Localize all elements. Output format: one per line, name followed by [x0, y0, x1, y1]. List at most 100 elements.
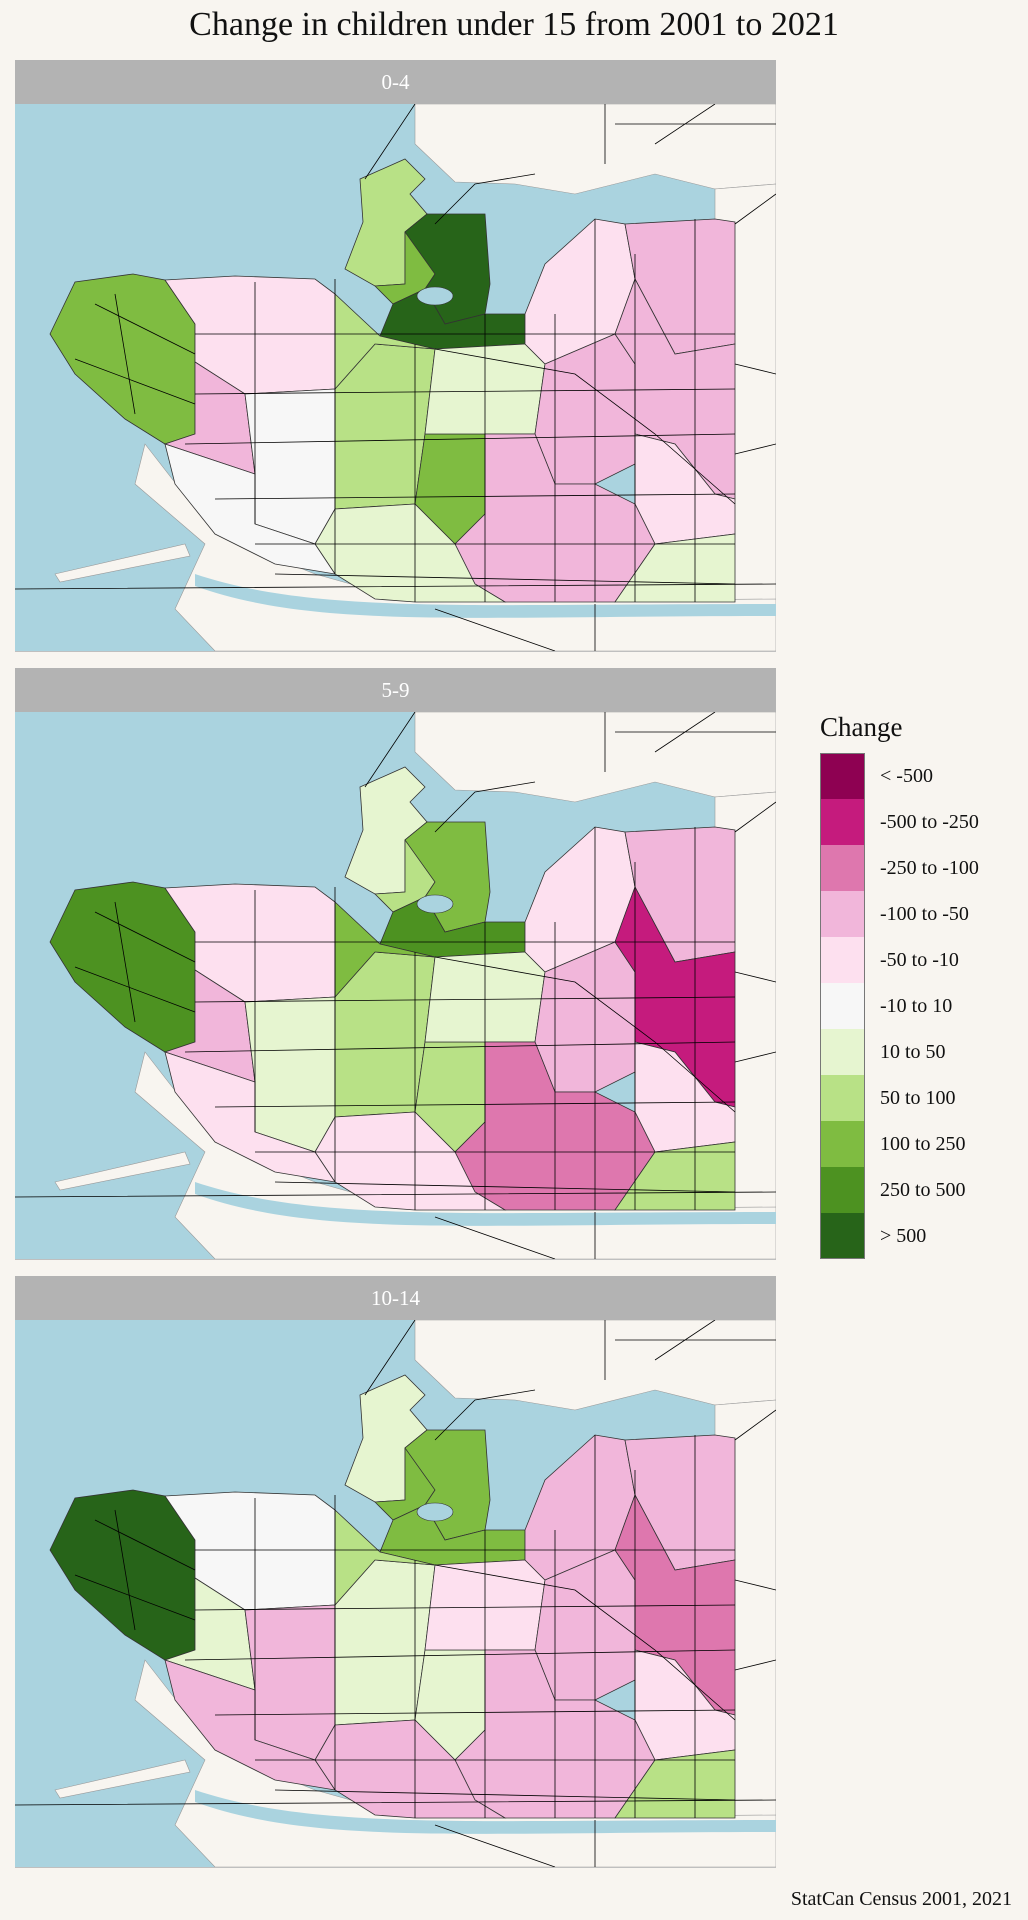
facet-strip-label: 10-14	[15, 1276, 776, 1320]
legend-swatch	[820, 1167, 865, 1213]
region-kerrisdale	[244, 1604, 336, 1761]
road-line	[214, 1101, 736, 1108]
north-shore-land	[414, 1320, 776, 1411]
legend-label: 250 to 500	[880, 1178, 966, 1201]
road-line	[15, 583, 776, 651]
legend-label: -100 to -50	[880, 902, 969, 925]
legend-swatch	[820, 937, 865, 983]
road-line	[274, 1181, 736, 1193]
fraser-river	[195, 1790, 776, 1834]
road-line	[15, 1191, 776, 1259]
legend-label: -10 to 10	[880, 994, 953, 1017]
road-line	[274, 573, 736, 585]
road-network	[15, 1320, 776, 1867]
road-line	[184, 1649, 736, 1661]
road-line	[184, 1041, 736, 1053]
legend-swatch	[820, 1029, 865, 1075]
legend-item: -100 to -50	[820, 891, 979, 937]
census-tract-regions	[49, 766, 736, 1211]
road-line	[604, 712, 776, 772]
choropleth-map	[15, 104, 776, 651]
road-line	[74, 293, 196, 415]
legend-label: 10 to 50	[880, 1040, 946, 1063]
road-line	[74, 1509, 196, 1631]
region-southlands	[164, 1051, 336, 1183]
road-line	[604, 1320, 776, 1380]
legend-item: -50 to -10	[820, 937, 979, 983]
legend-item: -10 to 10	[820, 983, 979, 1029]
legend-label: 50 to 100	[880, 1086, 956, 1109]
legend-swatch	[820, 1213, 865, 1259]
facet-map	[15, 1320, 776, 1868]
region-kerrisdale	[244, 388, 336, 545]
source-caption: StatCan Census 2001, 2021	[790, 1888, 1012, 1910]
jetty-land	[54, 1151, 191, 1191]
region-southlands	[164, 1659, 336, 1791]
road-line	[214, 1709, 736, 1716]
road-line	[74, 901, 196, 1023]
facet-panel-0-4: 0-4	[15, 60, 776, 652]
facet-map	[15, 712, 776, 1260]
road-line	[434, 956, 736, 1113]
jetty-land	[54, 1759, 191, 1799]
legend-swatch	[820, 983, 865, 1029]
legend-item: 50 to 100	[820, 1075, 979, 1121]
road-line	[734, 801, 776, 1063]
road-line	[434, 1564, 736, 1721]
legend-swatch	[820, 891, 865, 937]
road-network	[15, 104, 776, 651]
road-line	[364, 1320, 536, 1441]
legend-swatch	[820, 753, 865, 799]
road-line	[274, 1789, 736, 1801]
legend-item: -500 to -250	[820, 799, 979, 845]
road-line	[364, 712, 536, 833]
legend-label: 100 to 250	[880, 1132, 966, 1155]
lost-lagoon	[416, 1502, 454, 1522]
legend-swatch	[820, 1121, 865, 1167]
facet-panel-5-9: 5-9	[15, 668, 776, 1260]
fraser-river	[195, 1182, 776, 1226]
chart-title: Change in children under 15 from 2001 to…	[189, 6, 839, 43]
road-line	[194, 996, 736, 1003]
north-shore-land	[414, 104, 776, 195]
legend-item: 250 to 500	[820, 1167, 979, 1213]
legend-label: < -500	[880, 764, 933, 787]
road-line	[734, 193, 776, 455]
legend-label: -250 to -100	[880, 856, 979, 879]
north-shore-land	[414, 712, 776, 803]
road-line	[194, 1604, 736, 1611]
legend-item: 100 to 250	[820, 1121, 979, 1167]
road-line	[184, 433, 736, 445]
road-line	[364, 104, 536, 225]
jetty-land	[54, 543, 191, 583]
road-line	[214, 493, 736, 500]
lost-lagoon	[416, 286, 454, 306]
region-kerrisdale	[244, 996, 336, 1153]
facet-strip-label: 0-4	[15, 60, 776, 104]
facet-strip-label: 5-9	[15, 668, 776, 712]
legend-item: > 500	[820, 1213, 979, 1259]
fraser-river	[195, 574, 776, 618]
choropleth-map	[15, 1320, 776, 1867]
facet-map	[15, 104, 776, 652]
region-southlands	[164, 443, 336, 575]
legend-label: -500 to -250	[880, 810, 979, 833]
legend-swatch	[820, 1075, 865, 1121]
legend-swatch	[820, 799, 865, 845]
road-line	[194, 388, 736, 395]
legend-label: > 500	[880, 1224, 927, 1247]
road-line	[734, 1409, 776, 1671]
legend: Change < -500 -500 to -250 -250 to -100 -10…	[820, 712, 979, 1259]
road-network	[15, 712, 776, 1259]
census-tract-regions	[49, 158, 736, 603]
legend-item: 10 to 50	[820, 1029, 979, 1075]
legend-title: Change	[820, 712, 903, 742]
facet-panel-10-14: 10-14	[15, 1276, 776, 1868]
legend-swatch	[820, 845, 865, 891]
legend-item: < -500	[820, 753, 979, 799]
lost-lagoon	[416, 894, 454, 914]
legend-item: -250 to -100	[820, 845, 979, 891]
road-line	[604, 104, 776, 164]
road-line	[434, 348, 736, 505]
legend-label: -50 to -10	[880, 948, 959, 971]
